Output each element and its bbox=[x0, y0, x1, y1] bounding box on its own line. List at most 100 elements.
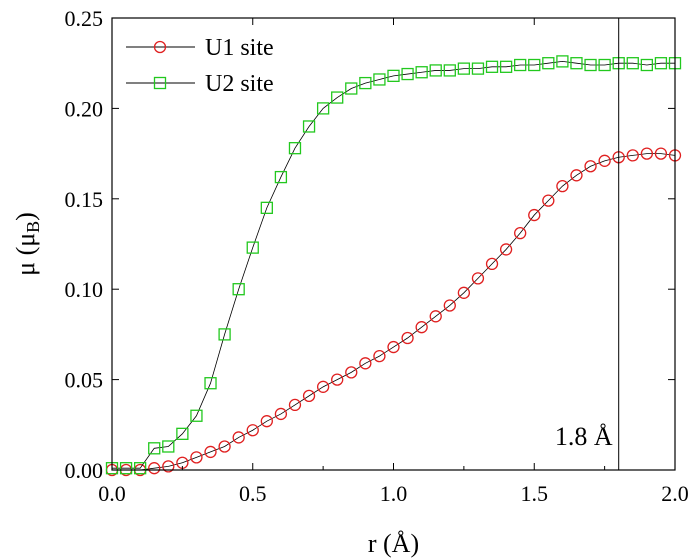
data-point bbox=[443, 299, 456, 312]
data-point bbox=[373, 73, 386, 86]
x-tick-label: 2.0 bbox=[661, 481, 689, 506]
data-point bbox=[288, 142, 302, 155]
series-2 bbox=[105, 55, 682, 475]
data-point bbox=[584, 160, 597, 173]
legend-marker bbox=[153, 40, 167, 54]
y-axis-label-sub: B bbox=[23, 221, 43, 233]
data-point bbox=[415, 321, 428, 334]
data-point bbox=[148, 462, 161, 475]
data-point bbox=[429, 64, 442, 77]
x-tick-label: 0.0 bbox=[98, 481, 126, 506]
data-point bbox=[232, 283, 245, 296]
legend: U1 site U2 site bbox=[126, 35, 274, 97]
data-point bbox=[359, 357, 372, 370]
data-point bbox=[345, 82, 358, 95]
annotation-label: 1.8 Å bbox=[555, 422, 613, 451]
data-point bbox=[471, 272, 485, 285]
data-point bbox=[584, 58, 597, 72]
data-point bbox=[654, 57, 668, 70]
data-point bbox=[626, 149, 639, 162]
data-point bbox=[485, 60, 499, 73]
data-point bbox=[373, 349, 386, 363]
data-point bbox=[528, 58, 541, 72]
data-point bbox=[246, 241, 259, 254]
data-point bbox=[598, 154, 611, 167]
x-tick-label: 1.5 bbox=[521, 481, 549, 506]
series-1 bbox=[105, 147, 682, 477]
y-tick-label: 0.05 bbox=[65, 368, 104, 393]
y-tick-label: 0.15 bbox=[65, 187, 104, 212]
data-point bbox=[218, 440, 231, 453]
legend-marker bbox=[153, 76, 167, 90]
data-point bbox=[119, 462, 133, 475]
data-point bbox=[640, 147, 653, 160]
axis-ticks: 0.0 0.5 1.0 1.5 2.0 0.00 0.05 0.10 0.15 0.20 0.25 bbox=[65, 6, 689, 506]
data-point bbox=[302, 120, 316, 133]
data-point bbox=[316, 380, 330, 393]
y-axis-label: μ (μB) bbox=[11, 212, 43, 276]
data-point bbox=[401, 67, 414, 81]
data-point bbox=[345, 366, 358, 379]
y-tick-label: 0.00 bbox=[65, 458, 104, 483]
data-point bbox=[570, 169, 583, 182]
data-point bbox=[640, 58, 653, 72]
data-point bbox=[331, 373, 344, 386]
y-axis-label-close: ) bbox=[11, 212, 40, 221]
data-point bbox=[443, 64, 456, 77]
data-point bbox=[626, 57, 639, 70]
data-point bbox=[457, 62, 471, 75]
data-point bbox=[148, 442, 161, 455]
data-point bbox=[570, 57, 583, 70]
data-point bbox=[190, 409, 203, 422]
series-layer bbox=[105, 55, 682, 477]
plot-frame bbox=[111, 17, 676, 471]
data-point bbox=[514, 58, 527, 72]
data-point bbox=[288, 398, 302, 412]
data-point bbox=[190, 451, 203, 464]
y-tick-label: 0.25 bbox=[65, 6, 104, 31]
data-point bbox=[232, 431, 245, 444]
data-point bbox=[387, 340, 400, 354]
data-point bbox=[133, 462, 147, 475]
legend-label: U1 site bbox=[205, 35, 274, 61]
x-axis-label: r (Å) bbox=[368, 529, 419, 558]
data-point bbox=[598, 58, 611, 72]
data-point bbox=[204, 377, 217, 390]
data-point bbox=[654, 147, 668, 160]
data-point bbox=[499, 60, 513, 73]
legend-label: U2 site bbox=[205, 71, 274, 97]
data-point bbox=[528, 208, 541, 222]
data-point bbox=[162, 440, 175, 453]
data-point bbox=[359, 76, 372, 90]
y-tick-label: 0.20 bbox=[65, 96, 104, 121]
data-point bbox=[246, 424, 259, 437]
data-point bbox=[331, 91, 344, 104]
data-point bbox=[499, 243, 513, 256]
data-point bbox=[302, 389, 316, 403]
data-point bbox=[260, 415, 273, 428]
data-point bbox=[274, 170, 288, 184]
series-line bbox=[112, 60, 675, 469]
y-tick-label: 0.10 bbox=[65, 277, 104, 302]
data-point bbox=[471, 62, 485, 75]
data-point bbox=[176, 427, 189, 440]
data-point bbox=[429, 310, 442, 323]
data-point bbox=[387, 69, 400, 83]
data-point bbox=[415, 66, 428, 79]
data-point bbox=[260, 201, 273, 214]
data-point bbox=[204, 445, 217, 459]
data-point bbox=[556, 179, 569, 193]
data-point bbox=[457, 286, 471, 299]
data-point bbox=[514, 227, 527, 240]
x-tick-label: 1.0 bbox=[380, 481, 408, 506]
data-point bbox=[542, 194, 555, 207]
data-point bbox=[401, 331, 414, 345]
data-point bbox=[274, 407, 288, 421]
data-point bbox=[556, 55, 569, 68]
x-tick-label: 0.5 bbox=[239, 481, 267, 506]
data-point bbox=[542, 57, 555, 70]
y-axis-label-main: μ (μ bbox=[11, 233, 40, 276]
data-point bbox=[316, 102, 330, 115]
data-point bbox=[162, 460, 175, 473]
